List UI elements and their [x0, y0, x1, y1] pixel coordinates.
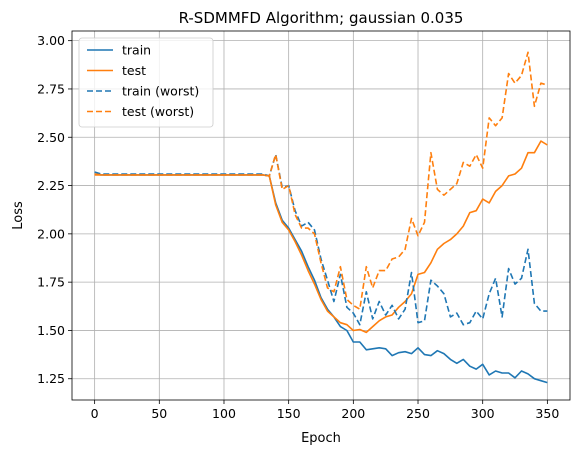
legend-label-test: test	[122, 63, 146, 78]
x-axis-label: Epoch	[301, 431, 341, 446]
series-lines	[94, 51, 548, 384]
series-line-test-worst	[94, 51, 548, 311]
legend-label-test-worst: test (worst)	[122, 104, 194, 119]
y-tick-label: 1.50	[37, 323, 65, 338]
legend: train test train (worst) test (worst)	[78, 37, 214, 128]
x-tick-label: 50	[151, 406, 167, 421]
grid	[72, 31, 570, 400]
y-tick-label: 2.25	[37, 178, 65, 193]
y-tick-label: 3.00	[37, 33, 65, 48]
y-tick-label: 1.25	[37, 371, 65, 386]
y-tick-label: 2.75	[37, 81, 65, 96]
legend-label-train-worst: train (worst)	[122, 84, 199, 99]
y-tick-label: 2.00	[37, 226, 65, 241]
y-axis-label: Loss	[11, 201, 26, 230]
x-tick-label: 350	[535, 406, 559, 421]
x-tick-label: 0	[91, 406, 99, 421]
x-tick-label: 250	[406, 406, 430, 421]
x-tick-label: 200	[341, 406, 365, 421]
y-tick-label: 1.75	[37, 275, 65, 290]
chart-title: R-SDMMFD Algorithm; gaussian 0.035	[179, 9, 464, 27]
series-line-train-worst	[94, 153, 548, 326]
legend-box	[78, 37, 214, 128]
x-tick-label: 150	[277, 406, 301, 421]
x-tick-label: 100	[212, 406, 236, 421]
legend-label-train: train	[122, 43, 151, 58]
axis-ticks: 0 50 100 150 200 250 300 350 1.25 1.50 1.75 2.00 2.2…	[37, 33, 559, 421]
plot-frame	[71, 30, 571, 401]
x-tick-label: 300	[471, 406, 495, 421]
y-tick-label: 2.50	[37, 130, 65, 145]
